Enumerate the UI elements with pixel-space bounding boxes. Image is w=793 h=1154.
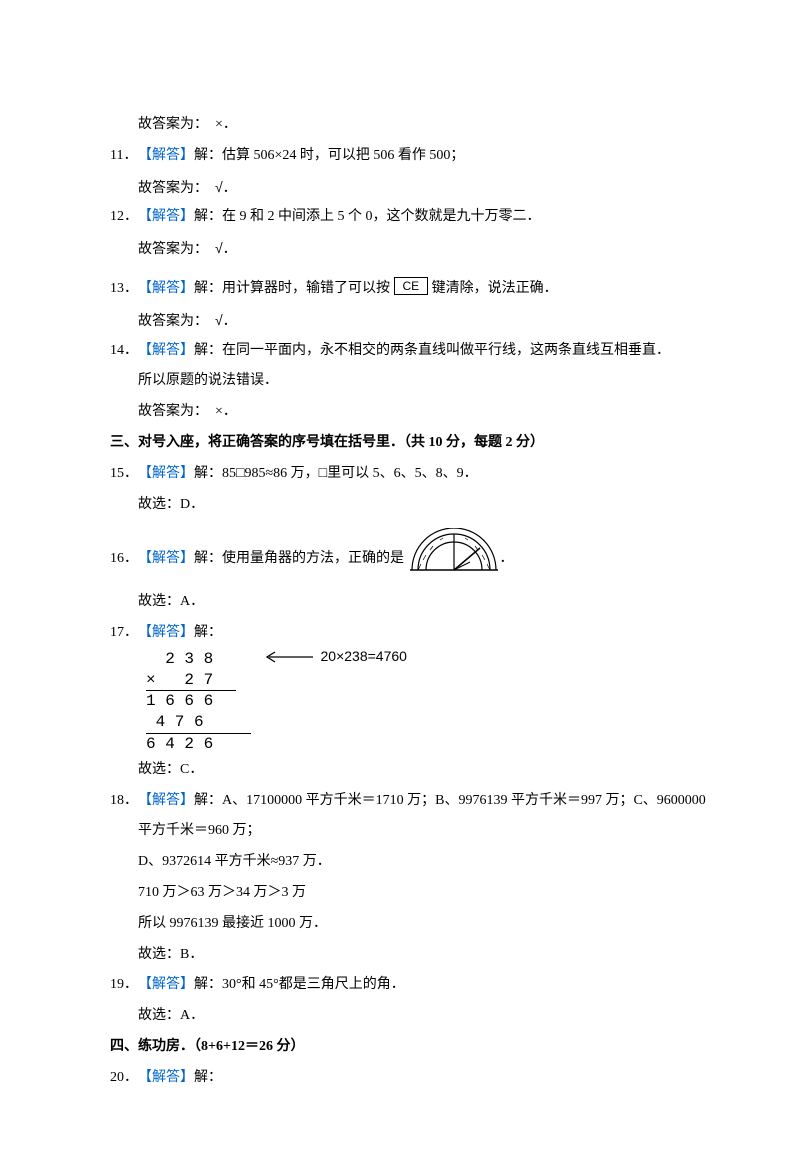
q14-explain: 所以原题的说法错误． <box>110 366 703 397</box>
calc-annotation: 20×238=4760 <box>263 649 407 663</box>
answer-tag: 【解答】 <box>138 625 194 640</box>
answer-tag: 【解答】 <box>138 1070 194 1085</box>
spacer <box>110 520 703 528</box>
answer-tag: 【解答】 <box>138 148 194 163</box>
q14-text: 解：在同一平面内，永不相交的两条直线叫做平行线，这两条直线互相垂直． <box>194 343 670 358</box>
answer-tag: 【解答】 <box>138 343 194 358</box>
q20: 20．【解答】解： <box>110 1063 703 1094</box>
q12-text: 解：在 9 和 2 中间添上 5 个 0，这个数就是九十万零二． <box>194 209 541 224</box>
q12-num: 12． <box>110 202 138 233</box>
q12: 12．【解答】解：在 9 和 2 中间添上 5 个 0，这个数就是九十万零二． <box>110 202 703 233</box>
section-3-heading: 三、对号入座，将正确答案的序号填在括号里．（共 10 分，每题 2 分） <box>110 428 703 459</box>
calc-r3: 1 6 6 6 <box>146 691 251 712</box>
q18-num: 18． <box>110 786 138 817</box>
q15-text: 解：85□985≈86 万，□里可以 5、6、5、8、9． <box>194 466 478 481</box>
ce-key-icon: CE <box>394 277 429 295</box>
q16-text-b: ． <box>500 551 514 566</box>
q13-text-b: 键清除，说法正确． <box>432 281 558 296</box>
q19-ans: 故选：A． <box>110 1001 703 1032</box>
section-4-heading: 四、练功房．（8+6+12＝26 分） <box>110 1032 703 1063</box>
arrow-left-icon <box>263 651 313 663</box>
page-content: 故答案为： ×． 11．【解答】解：估算 506×24 时，可以把 506 看作… <box>0 0 793 1154</box>
q18-line5: 所以 9976139 最接近 1000 万． <box>110 909 703 940</box>
q19-text: 解：30°和 45°都是三角尺上的角． <box>194 977 405 992</box>
q20-num: 20． <box>110 1063 138 1094</box>
calc-r1: 2 3 8 <box>146 649 251 670</box>
q17-ans: 故选：C． <box>110 755 703 786</box>
calc-note: 20×238=4760 <box>321 648 407 664</box>
q17-text: 解： <box>194 625 222 640</box>
q17-num: 17． <box>110 618 138 649</box>
q18-line3: D、9372614 平方千米≈937 万． <box>110 847 703 878</box>
q16-num: 16． <box>110 544 138 575</box>
q18-ans: 故选：B． <box>110 940 703 971</box>
q11-ans: 故答案为： √． <box>110 172 703 203</box>
q11: 11．【解答】解：估算 506×24 时，可以把 506 看作 500； <box>110 141 703 172</box>
q15-num: 15． <box>110 459 138 490</box>
q20-text: 解： <box>194 1070 222 1085</box>
answer-tag: 【解答】 <box>138 466 194 481</box>
protractor-icon <box>408 528 500 587</box>
calc-r2: × 2 7 <box>146 670 236 692</box>
q12-ans: 故答案为： √． <box>110 233 703 264</box>
answer-tag: 【解答】 <box>138 793 194 808</box>
q16-ans: 故选：A． <box>110 587 703 618</box>
q15-ans: 故选：D． <box>110 490 703 521</box>
q11-text: 解：估算 506×24 时，可以把 506 看作 500； <box>194 148 464 163</box>
q19-num: 19． <box>110 970 138 1001</box>
q14-num: 14． <box>110 336 138 367</box>
q16-text-a: 解：使用量角器的方法，正确的是 <box>194 551 404 566</box>
answer-tag: 【解答】 <box>138 977 194 992</box>
q17-calculation: 2 3 8 × 2 7 1 6 6 6 4 7 6 6 4 2 6 20×238… <box>110 649 703 755</box>
q17: 17．【解答】解： <box>110 618 703 649</box>
q18-line2: 平方千米＝960 万； <box>110 816 703 847</box>
spacer <box>110 264 703 274</box>
calc-r5: 6 4 2 6 <box>146 734 251 755</box>
q13-ans: 故答案为： √． <box>110 305 703 336</box>
q13-num: 13． <box>110 274 138 305</box>
answer-tag: 【解答】 <box>138 551 194 566</box>
q14-ans: 故答案为： ×． <box>110 397 703 428</box>
q16: 16．【解答】解：使用量角器的方法，正确的是 <box>110 528 703 587</box>
q18: 18．【解答】解：A、17100000 平方千米＝1710 万；B、997613… <box>110 786 703 817</box>
calc-r4: 4 7 6 <box>146 712 251 734</box>
q13: 13．【解答】解：用计算器时，输错了可以按 CE 键清除，说法正确． <box>110 274 703 305</box>
q18-line1: 解：A、17100000 平方千米＝1710 万；B、9976139 平方千米＝… <box>194 793 706 808</box>
answer-tag: 【解答】 <box>138 281 194 296</box>
q11-num: 11． <box>110 141 138 172</box>
q14: 14．【解答】解：在同一平面内，永不相交的两条直线叫做平行线，这两条直线互相垂直… <box>110 336 703 367</box>
q18-line4: 710 万＞63 万＞34 万＞3 万 <box>110 878 703 909</box>
ans-10: 故答案为： ×． <box>110 110 703 141</box>
q13-text-a: 解：用计算器时，输错了可以按 <box>194 281 390 296</box>
q15: 15．【解答】解：85□985≈86 万，□里可以 5、6、5、8、9． <box>110 459 703 490</box>
q19: 19．【解答】解：30°和 45°都是三角尺上的角． <box>110 970 703 1001</box>
answer-tag: 【解答】 <box>138 209 194 224</box>
